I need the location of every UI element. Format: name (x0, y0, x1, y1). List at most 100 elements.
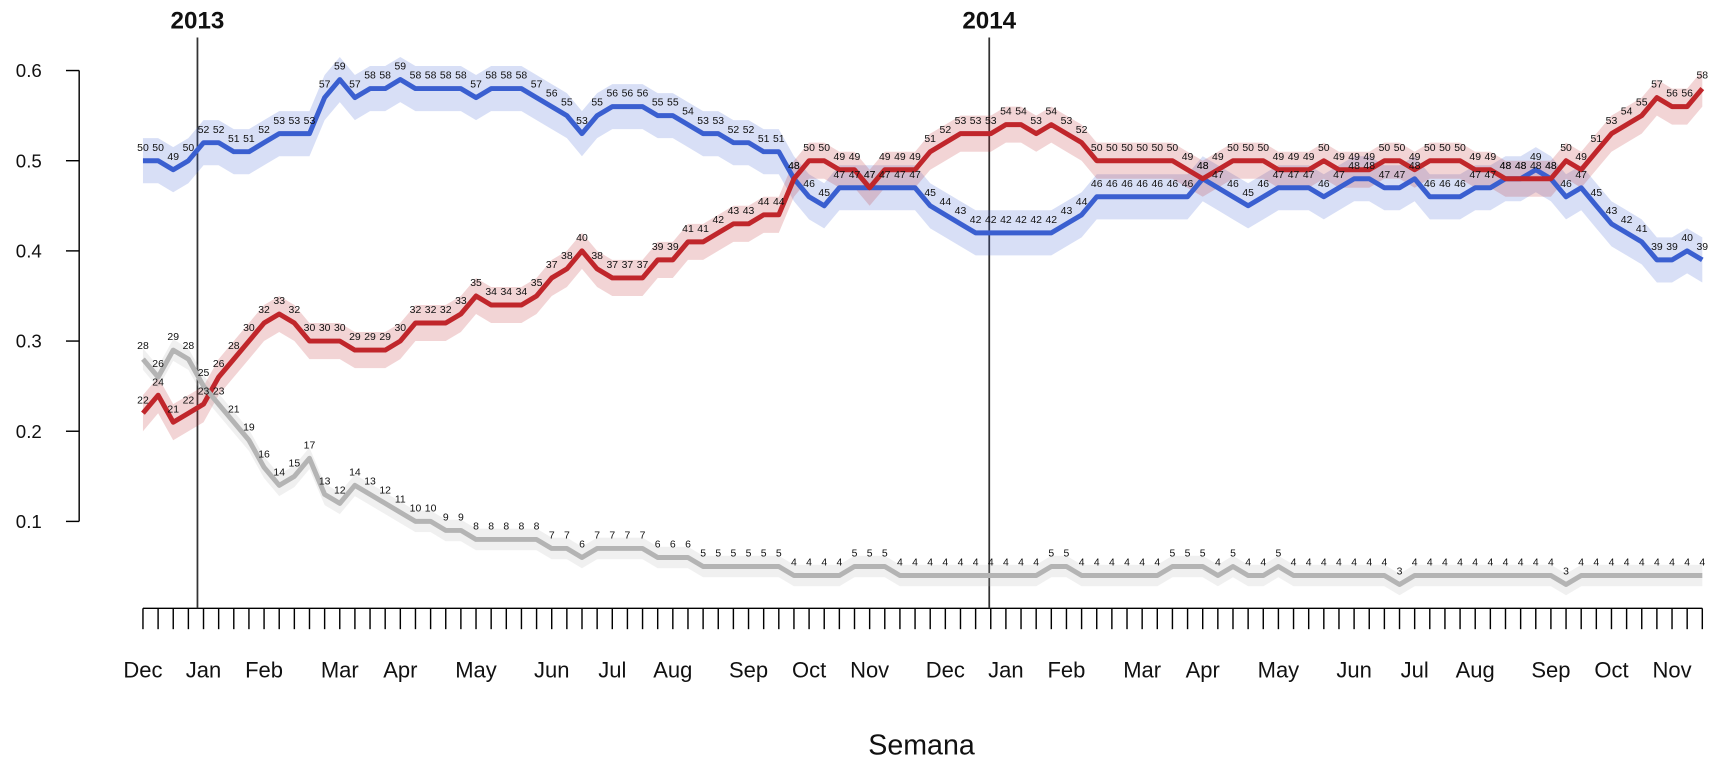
data-label: 8 (503, 522, 509, 533)
data-label: 4 (1306, 558, 1312, 569)
data-label: 46 (1121, 179, 1133, 190)
data-label: 29 (379, 332, 391, 343)
y-tick-label: 0.4 (16, 240, 42, 261)
data-label: 22 (183, 395, 195, 406)
data-label: 35 (531, 278, 543, 289)
data-label: 51 (1591, 134, 1603, 145)
data-label: 42 (985, 215, 997, 226)
data-label: 52 (213, 125, 225, 136)
x-tick-label: Aug (653, 658, 692, 683)
data-label: 41 (697, 224, 709, 235)
data-label: 47 (834, 170, 846, 181)
data-label: 50 (1091, 143, 1103, 154)
x-tick-label: Mar (321, 658, 359, 683)
data-label: 49 (1333, 152, 1345, 163)
data-label: 13 (364, 476, 376, 487)
x-tick-label: Feb (1048, 658, 1086, 683)
data-label: 49 (894, 152, 906, 163)
data-label: 50 (803, 143, 815, 154)
data-label: 4 (1381, 558, 1387, 569)
data-label: 6 (685, 540, 691, 551)
data-label: 4 (897, 558, 903, 569)
data-label: 32 (425, 305, 437, 316)
data-label: 4 (1593, 558, 1599, 569)
data-label: 29 (364, 332, 376, 343)
x-tick-label: Aug (1456, 658, 1495, 683)
data-label: 49 (1409, 152, 1421, 163)
data-label: 4 (1457, 558, 1463, 569)
data-label: 53 (712, 116, 724, 127)
data-label: 50 (1560, 143, 1572, 154)
data-label: 39 (1666, 242, 1678, 253)
data-label: 7 (609, 531, 615, 542)
x-tick-label: Mar (1123, 658, 1161, 683)
data-label: 4 (1336, 558, 1342, 569)
data-label: 21 (228, 404, 240, 415)
data-label: 53 (576, 116, 588, 127)
data-label: 47 (909, 170, 921, 181)
data-label: 55 (667, 98, 679, 109)
data-label: 48 (1545, 161, 1557, 172)
data-label: 57 (1651, 80, 1663, 91)
data-label: 30 (243, 323, 255, 334)
data-label: 49 (1273, 152, 1285, 163)
x-tick-label: Apr (383, 658, 417, 683)
data-label: 32 (410, 305, 422, 316)
data-label: 41 (1636, 224, 1648, 235)
data-label: 52 (1076, 125, 1088, 136)
data-label: 30 (304, 323, 316, 334)
x-tick-label: Sep (1531, 658, 1570, 683)
y-tick-label: 0.1 (16, 511, 42, 532)
data-label: 40 (1681, 233, 1693, 244)
data-label: 12 (379, 485, 391, 496)
x-tick-label: Jul (598, 658, 626, 683)
data-label: 49 (909, 152, 921, 163)
data-label: 38 (591, 251, 603, 262)
data-label: 4 (1260, 558, 1266, 569)
data-label: 5 (1048, 549, 1054, 560)
data-label: 53 (985, 116, 997, 127)
data-label: 14 (273, 467, 285, 478)
data-label: 39 (667, 242, 679, 253)
data-label: 54 (682, 107, 694, 118)
data-label: 6 (655, 540, 661, 551)
data-label: 49 (1469, 152, 1481, 163)
data-label: 34 (485, 287, 497, 298)
y-tick-label: 0.6 (16, 60, 42, 81)
data-label: 44 (758, 197, 770, 208)
data-label: 29 (167, 332, 179, 343)
data-label: 49 (849, 152, 861, 163)
data-label: 30 (334, 323, 346, 334)
x-tick-label: Oct (1594, 658, 1628, 683)
data-label: 7 (640, 531, 646, 542)
data-label: 48 (1530, 161, 1542, 172)
data-label: 5 (1200, 549, 1206, 560)
data-label: 48 (1197, 161, 1209, 172)
data-label: 58 (500, 71, 512, 82)
confidence-band (142, 57, 1703, 283)
data-label: 4 (1684, 558, 1690, 569)
data-label: 5 (700, 549, 706, 560)
data-label: 4 (1351, 558, 1357, 569)
data-label: 46 (1560, 179, 1572, 190)
data-label: 52 (940, 125, 952, 136)
data-label: 37 (546, 260, 558, 271)
data-label: 34 (516, 287, 528, 298)
x-tick-label: Dec (123, 658, 162, 683)
data-label: 46 (1136, 179, 1148, 190)
data-label: 57 (319, 80, 331, 91)
data-label: 49 (879, 152, 891, 163)
data-label: 4 (912, 558, 918, 569)
data-label: 50 (1136, 143, 1148, 154)
data-label: 46 (803, 179, 815, 190)
data-label: 58 (410, 71, 422, 82)
data-label: 39 (1696, 242, 1708, 253)
data-label: 50 (1151, 143, 1163, 154)
data-label: 4 (1154, 558, 1160, 569)
data-label: 4 (1033, 558, 1039, 569)
data-label: 48 (1515, 161, 1527, 172)
data-label: 59 (395, 62, 407, 73)
data-label: 47 (1485, 170, 1497, 181)
data-label: 35 (470, 278, 482, 289)
